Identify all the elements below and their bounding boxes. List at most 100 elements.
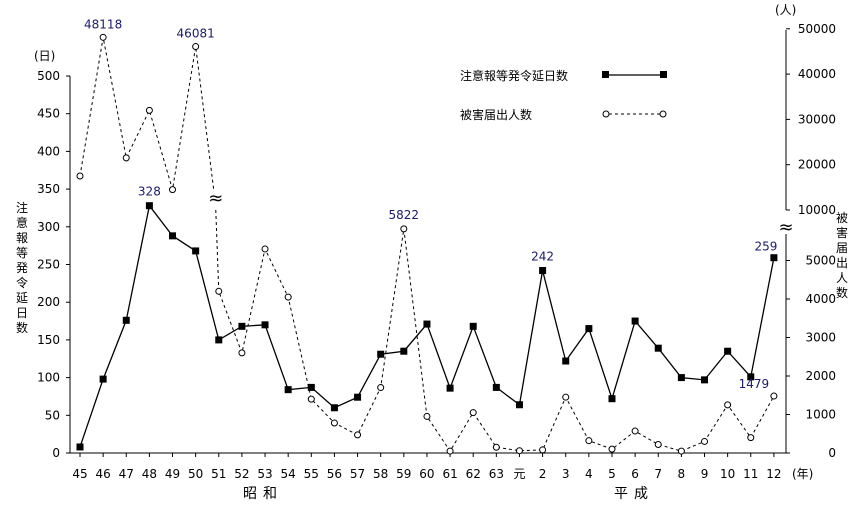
legend-marker-series-1-end: [660, 71, 667, 78]
left-tick-label: 200: [37, 295, 60, 309]
axis-label-char: 人: [836, 271, 848, 285]
right-tick-label: 2000: [805, 369, 836, 383]
series-break-icon: ≈: [208, 188, 223, 209]
data-point-damage-reports: [76, 172, 84, 180]
data-point-advisory-days: [261, 321, 269, 329]
x-tick-label: 12: [766, 467, 781, 481]
data-point-damage-reports: [515, 447, 523, 455]
right-tick-label: 10000: [798, 203, 836, 217]
right-tick-label: 50000: [798, 22, 836, 36]
data-point-damage-reports: [492, 443, 500, 451]
data-point-damage-reports: [770, 392, 778, 400]
right-tick-label: 4000: [805, 292, 836, 306]
data-callout-label: 259: [754, 240, 777, 254]
data-point-damage-reports: [99, 33, 107, 41]
axes: [69, 30, 787, 454]
data-point-advisory-days: [469, 322, 477, 330]
right-tick-label: 0: [828, 446, 836, 460]
x-tick-label: 63: [489, 467, 504, 481]
right-axis-break-icon: ≈: [778, 217, 793, 238]
data-point-damage-reports: [261, 245, 269, 253]
right-tick-label: 1000: [805, 408, 836, 422]
data-point-advisory-days: [377, 350, 385, 358]
data-callouts: 48118 46081 328 5822 242 259 1479: [84, 17, 777, 391]
axis-label-char: 等: [16, 246, 28, 260]
data-point-damage-reports: [677, 447, 685, 455]
data-point-damage-reports: [284, 293, 292, 301]
series-lines: [79, 37, 775, 453]
series-line-damage-reports-lower: [215, 209, 775, 453]
data-point-damage-reports: [377, 384, 385, 392]
right-tick-label: 5000: [805, 254, 836, 268]
data-point-damage-reports: [215, 287, 223, 295]
data-point-damage-reports: [701, 437, 709, 445]
left-tick-label: 300: [37, 220, 60, 234]
data-point-advisory-days: [446, 384, 454, 392]
left-tick-label: 250: [37, 258, 60, 272]
data-point-advisory-days: [654, 344, 662, 352]
data-point-advisory-days: [585, 325, 593, 333]
x-tick-label: 61: [442, 467, 457, 481]
data-point-advisory-days: [724, 347, 732, 355]
left-axis-ticks: 0 50 100 150 200 250 300 350 400 450 500: [37, 69, 70, 460]
axis-label-char: 出: [836, 256, 848, 270]
x-tick-label: 58: [373, 467, 388, 481]
data-point-advisory-days: [215, 336, 223, 344]
data-callout-label: 46081: [177, 27, 215, 41]
right-tick-label: 30000: [798, 112, 836, 126]
data-point-advisory-days: [400, 347, 408, 355]
data-callout-label: 328: [138, 185, 161, 199]
x-tick-label: 48: [142, 467, 157, 481]
legend-label-series-2: 被害届出人数: [460, 107, 532, 122]
data-point-damage-reports: [446, 447, 454, 455]
left-tick-label: 150: [37, 333, 60, 347]
right-axis-unit: (人): [775, 3, 796, 17]
data-point-advisory-days: [515, 401, 523, 409]
x-tick-label: 9: [701, 467, 709, 481]
x-tick-label: 5: [608, 467, 616, 481]
data-point-damage-reports: [562, 393, 570, 401]
data-point-advisory-days: [169, 232, 177, 240]
legend-marker-series-2: [602, 110, 610, 118]
x-tick-label: 59: [396, 467, 411, 481]
axis-label-char: 害: [836, 225, 848, 240]
data-point-advisory-days: [330, 404, 338, 412]
data-point-advisory-days: [608, 395, 616, 403]
left-tick-label: 100: [37, 371, 60, 385]
data-point-advisory-days: [631, 317, 639, 325]
x-tick-label: 52: [234, 467, 249, 481]
axis-label-char: 被: [836, 211, 848, 225]
right-tick-label: 40000: [798, 67, 836, 81]
x-tick-label: 50: [188, 467, 203, 481]
data-point-advisory-days: [562, 357, 570, 365]
data-point-advisory-days: [307, 383, 315, 391]
data-point-damage-reports: [608, 445, 616, 453]
data-point-advisory-days: [747, 373, 755, 381]
legend-marker-series-1: [602, 71, 609, 78]
axis-label-char: 延: [16, 291, 28, 305]
right-tick-label: 20000: [798, 158, 836, 172]
x-tick-label: 6: [631, 467, 639, 481]
left-tick-label: 50: [45, 408, 60, 422]
data-point-advisory-days: [145, 202, 153, 210]
legend: 注意報等発令延日数 被害届出人数: [460, 68, 667, 122]
left-axis-unit: (日): [34, 49, 55, 63]
axis-label-char: 発: [16, 261, 28, 275]
x-axis-unit: (年): [792, 467, 813, 481]
data-point-damage-reports: [423, 412, 431, 420]
x-tick-label: 62: [466, 467, 481, 481]
data-callout-label: 242: [531, 250, 554, 264]
data-point-advisory-days: [354, 393, 362, 401]
left-axis-label: 注意報等発令延日数: [16, 200, 28, 335]
x-tick-label: 47: [119, 467, 134, 481]
data-point-damage-reports: [585, 437, 593, 445]
right-tick-label: 3000: [805, 331, 836, 345]
data-point-advisory-days: [284, 386, 292, 394]
data-point-damage-reports: [192, 43, 200, 51]
axis-label-char: 注: [16, 200, 28, 215]
x-tick-label: 54: [281, 467, 296, 481]
data-point-damage-reports: [539, 446, 547, 454]
data-point-advisory-days: [539, 267, 547, 275]
data-point-advisory-days: [122, 316, 130, 324]
data-point-damage-reports: [469, 409, 477, 417]
